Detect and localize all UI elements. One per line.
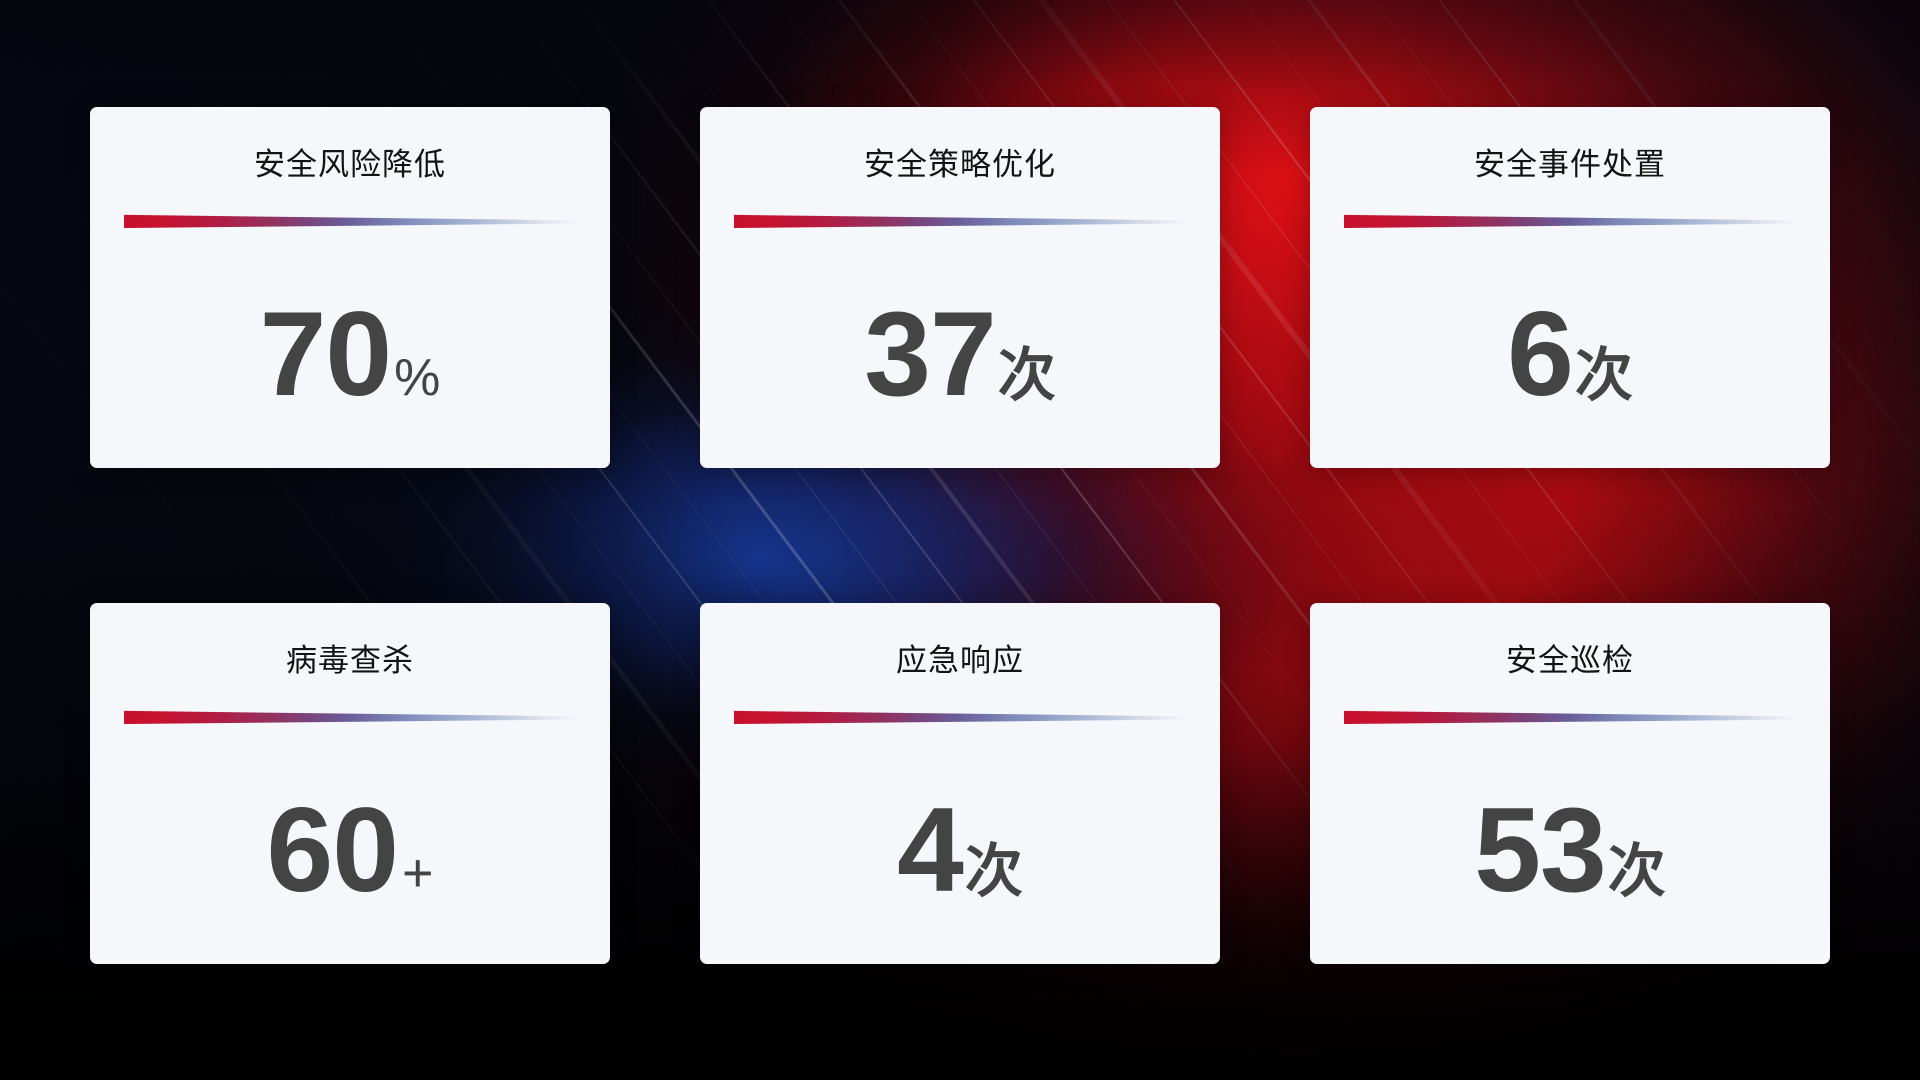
metric-card-divider (734, 212, 1186, 228)
metric-card-divider (734, 708, 1186, 724)
metric-card: 安全风险降低 70% (90, 107, 610, 468)
metric-card: 安全事件处置 6 次 (1310, 107, 1830, 468)
metric-card-title: 病毒查杀 (286, 643, 414, 678)
metric-card-divider (124, 212, 576, 228)
metric-card-value: 70% (260, 294, 441, 414)
metric-value-number: 37 (864, 287, 996, 421)
gradient-rule (124, 710, 576, 724)
metric-card-title: 应急响应 (896, 643, 1024, 678)
metric-value-number: 53 (1474, 783, 1606, 917)
metric-value-unit: 次 (1574, 343, 1633, 408)
metric-card-title: 安全风险降低 (254, 147, 446, 182)
metric-card: 病毒查杀 60 + (90, 603, 610, 964)
metric-card-grid: 安全风险降低 70% 安全策略优化 37 次安全事件处置 6 次病毒查杀 60 + 应急响应 4 次安… (90, 107, 1830, 964)
metric-card-value: 37 次 (864, 294, 1056, 414)
gradient-rule (124, 214, 576, 228)
metric-card-value: 60 + (266, 790, 433, 910)
metric-card-value: 53 次 (1474, 790, 1666, 910)
metric-card-divider (1344, 212, 1796, 228)
metric-card-title: 安全巡检 (1506, 643, 1634, 678)
metric-card: 应急响应 4 次 (700, 603, 1220, 964)
gradient-rule (734, 710, 1186, 724)
metric-value-number: 70 (259, 287, 392, 421)
metric-value-number: 4 (897, 783, 964, 917)
metric-value-unit: 次 (964, 839, 1023, 904)
metric-value-unit: 次 (1607, 839, 1666, 904)
metric-card-divider (1344, 708, 1796, 724)
metric-value-unit: % (394, 349, 441, 407)
metric-value-number: 6 (1507, 287, 1574, 421)
gradient-rule (734, 214, 1186, 228)
metric-value-unit: + (401, 843, 434, 903)
metric-card-title: 安全事件处置 (1474, 147, 1666, 182)
gradient-rule (1344, 710, 1796, 724)
metric-card: 安全策略优化 37 次 (700, 107, 1220, 468)
metric-card: 安全巡检 53 次 (1310, 603, 1830, 964)
metric-card-title: 安全策略优化 (864, 147, 1056, 182)
gradient-rule (1344, 214, 1796, 228)
metric-value-number: 60 (266, 783, 398, 917)
metric-value-unit: 次 (997, 343, 1056, 408)
metric-card-divider (124, 708, 576, 724)
